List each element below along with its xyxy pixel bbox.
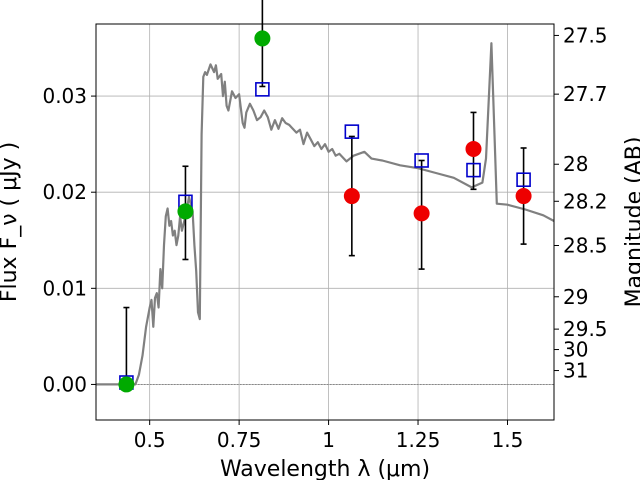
x-tick-label: 1.5 bbox=[492, 428, 524, 452]
right-tick-label: 29 bbox=[563, 285, 588, 309]
right-tick-label: 31 bbox=[563, 359, 588, 383]
plot-frame bbox=[95, 23, 555, 421]
y-axis-label: Flux F_ν ( μJy ) bbox=[0, 142, 22, 302]
right-tick-label: 29.5 bbox=[563, 317, 608, 341]
x-tick-label: 1.25 bbox=[396, 428, 441, 452]
detection-point bbox=[254, 30, 271, 47]
x-axis-ticks: 0.5 0.75 1 1.25 1.5 bbox=[134, 420, 524, 452]
right-tick-label: 28.2 bbox=[563, 189, 608, 213]
sed-line bbox=[96, 42, 555, 386]
right-tick-label: 27.5 bbox=[563, 23, 608, 47]
detection-point bbox=[118, 376, 135, 393]
nondetection-point bbox=[343, 188, 360, 205]
y-tick-label: 0.02 bbox=[42, 180, 87, 204]
right-axis-label: Magnitude (AB) bbox=[622, 137, 640, 308]
markers bbox=[118, 30, 532, 393]
y-axis-ticks: 0.00 0.01 0.02 0.03 bbox=[42, 84, 96, 396]
y-tick-label: 0.03 bbox=[42, 84, 87, 108]
model-point bbox=[466, 162, 481, 178]
detection-point bbox=[177, 203, 194, 220]
right-tick-label: 28 bbox=[563, 152, 588, 176]
right-tick-label: 27.7 bbox=[563, 82, 608, 106]
model-point bbox=[255, 82, 270, 97]
right-tick-label: 30 bbox=[563, 338, 588, 362]
x-axis-label: Wavelength λ (μm) bbox=[220, 457, 430, 480]
y-tick-label: 0.01 bbox=[42, 276, 87, 300]
nondetection-point bbox=[465, 140, 482, 157]
x-tick-label: 0.5 bbox=[134, 428, 166, 452]
model-point bbox=[414, 153, 429, 168]
model-point bbox=[516, 172, 531, 188]
right-tick-label: 28.5 bbox=[563, 233, 608, 257]
sed-spectrum bbox=[96, 42, 555, 386]
x-tick-label: 1 bbox=[322, 428, 335, 452]
nondetection-point bbox=[413, 205, 430, 222]
x-tick-label: 0.75 bbox=[217, 428, 262, 452]
nondetection-point bbox=[515, 188, 532, 205]
model-point bbox=[344, 124, 360, 139]
y-tick-label: 0.00 bbox=[42, 372, 87, 396]
